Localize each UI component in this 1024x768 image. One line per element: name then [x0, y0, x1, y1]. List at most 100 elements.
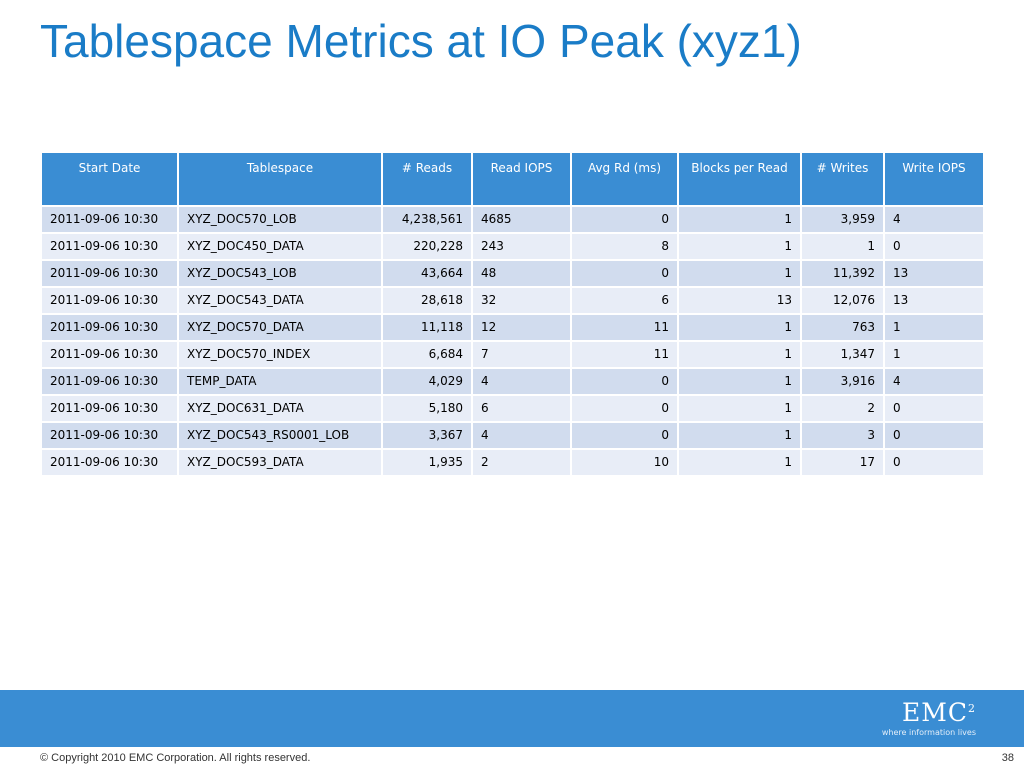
table-row: 2011-09-06 10:30 XYZ_DOC593_DATA 1,935 2 10 1… [40, 448, 985, 477]
cell-tablespace: XYZ_DOC570_DATA [177, 313, 383, 342]
col-header-blocks-per-read: Blocks per Read [677, 151, 802, 207]
cell-tablespace: XYZ_DOC570_LOB [177, 205, 383, 234]
cell-write-iops: 1 [883, 313, 985, 342]
cell-writes: 17 [800, 448, 885, 477]
table-row: 2011-09-06 10:30 XYZ_DOC570_INDEX 6,684 7 11… [40, 340, 985, 369]
metrics-table-container: Start Date Tablespace # Reads Read IOPS … [40, 151, 985, 477]
cell-read-iops: 4 [471, 367, 572, 396]
table-row: 2011-09-06 10:30 XYZ_DOC543_RS0001_LOB 3,3… [40, 421, 985, 450]
page-title: Tablespace Metrics at IO Peak (xyz1) [40, 15, 802, 67]
col-header-avg-rd: Avg Rd (ms) [570, 151, 679, 207]
cell-writes: 1 [800, 232, 885, 261]
cell-start-date: 2011-09-06 10:30 [40, 394, 179, 423]
cell-read-iops: 48 [471, 259, 572, 288]
cell-read-iops: 12 [471, 313, 572, 342]
col-header-write-iops: Write IOPS [883, 151, 985, 207]
cell-tablespace: XYZ_DOC450_DATA [177, 232, 383, 261]
cell-blocks-per-read: 1 [677, 340, 802, 369]
cell-start-date: 2011-09-06 10:30 [40, 259, 179, 288]
cell-reads: 4,029 [381, 367, 473, 396]
cell-start-date: 2011-09-06 10:30 [40, 421, 179, 450]
cell-read-iops: 243 [471, 232, 572, 261]
cell-write-iops: 13 [883, 259, 985, 288]
page-number: 38 [1001, 752, 1014, 764]
cell-tablespace: XYZ_DOC543_RS0001_LOB [177, 421, 383, 450]
cell-reads: 43,664 [381, 259, 473, 288]
cell-read-iops: 4 [471, 421, 572, 450]
table-row: 2011-09-06 10:30 XYZ_DOC570_DATA 11,118 12 1… [40, 313, 985, 342]
footer-band [0, 690, 1024, 747]
cell-avg-rd: 6 [570, 286, 679, 315]
logo-superscript: 2 [968, 702, 976, 715]
cell-write-iops: 4 [883, 205, 985, 234]
cell-blocks-per-read: 1 [677, 421, 802, 450]
cell-blocks-per-read: 1 [677, 367, 802, 396]
cell-blocks-per-read: 1 [677, 394, 802, 423]
col-header-writes: # Writes [800, 151, 885, 207]
cell-write-iops: 0 [883, 421, 985, 450]
cell-read-iops: 32 [471, 286, 572, 315]
cell-write-iops: 0 [883, 232, 985, 261]
cell-writes: 3,916 [800, 367, 885, 396]
table-header-row: Start Date Tablespace # Reads Read IOPS … [40, 151, 985, 207]
col-header-start-date: Start Date [40, 151, 179, 207]
cell-tablespace: XYZ_DOC570_INDEX [177, 340, 383, 369]
cell-start-date: 2011-09-06 10:30 [40, 286, 179, 315]
cell-reads: 28,618 [381, 286, 473, 315]
cell-blocks-per-read: 1 [677, 313, 802, 342]
cell-read-iops: 4685 [471, 205, 572, 234]
logo-tagline: where information lives [881, 728, 976, 737]
cell-avg-rd: 11 [570, 313, 679, 342]
cell-start-date: 2011-09-06 10:30 [40, 367, 179, 396]
cell-reads: 4,238,561 [381, 205, 473, 234]
cell-reads: 1,935 [381, 448, 473, 477]
cell-write-iops: 13 [883, 286, 985, 315]
cell-start-date: 2011-09-06 10:30 [40, 448, 179, 477]
table-row: 2011-09-06 10:30 XYZ_DOC450_DATA 220,228 24… [40, 232, 985, 261]
cell-tablespace: XYZ_DOC543_DATA [177, 286, 383, 315]
cell-avg-rd: 8 [570, 232, 679, 261]
cell-writes: 763 [800, 313, 885, 342]
col-header-tablespace: Tablespace [177, 151, 383, 207]
cell-tablespace: XYZ_DOC543_LOB [177, 259, 383, 288]
cell-writes: 3 [800, 421, 885, 450]
cell-write-iops: 0 [883, 394, 985, 423]
cell-writes: 2 [800, 394, 885, 423]
cell-writes: 3,959 [800, 205, 885, 234]
cell-reads: 11,118 [381, 313, 473, 342]
cell-writes: 11,392 [800, 259, 885, 288]
cell-tablespace: TEMP_DATA [177, 367, 383, 396]
cell-avg-rd: 0 [570, 259, 679, 288]
cell-read-iops: 7 [471, 340, 572, 369]
cell-blocks-per-read: 13 [677, 286, 802, 315]
cell-read-iops: 2 [471, 448, 572, 477]
cell-write-iops: 1 [883, 340, 985, 369]
cell-blocks-per-read: 1 [677, 259, 802, 288]
table-row: 2011-09-06 10:30 XYZ_DOC631_DATA 5,180 6 0 1 2… [40, 394, 985, 423]
cell-tablespace: XYZ_DOC593_DATA [177, 448, 383, 477]
cell-writes: 1,347 [800, 340, 885, 369]
copyright-notice: © Copyright 2010 EMC Corporation. All ri… [40, 752, 311, 764]
cell-reads: 5,180 [381, 394, 473, 423]
table-row: 2011-09-06 10:30 XYZ_DOC543_LOB 43,664 48 0 1… [40, 259, 985, 288]
table-row: 2011-09-06 10:30 XYZ_DOC543_DATA 28,618 32 6… [40, 286, 985, 315]
cell-reads: 3,367 [381, 421, 473, 450]
cell-avg-rd: 0 [570, 394, 679, 423]
table-row: 2011-09-06 10:30 TEMP_DATA 4,029 4 0 1 3,916 4 [40, 367, 985, 396]
cell-write-iops: 4 [883, 367, 985, 396]
cell-blocks-per-read: 1 [677, 448, 802, 477]
cell-blocks-per-read: 1 [677, 232, 802, 261]
cell-read-iops: 6 [471, 394, 572, 423]
col-header-reads: # Reads [381, 151, 473, 207]
cell-avg-rd: 0 [570, 421, 679, 450]
cell-avg-rd: 0 [570, 367, 679, 396]
cell-write-iops: 0 [883, 448, 985, 477]
cell-start-date: 2011-09-06 10:30 [40, 313, 179, 342]
cell-avg-rd: 10 [570, 448, 679, 477]
logo-text: EMC [902, 698, 968, 727]
cell-tablespace: XYZ_DOC631_DATA [177, 394, 383, 423]
cell-reads: 220,228 [381, 232, 473, 261]
table-row: 2011-09-06 10:30 XYZ_DOC570_LOB 4,238,561 4… [40, 205, 985, 234]
cell-start-date: 2011-09-06 10:30 [40, 205, 179, 234]
cell-start-date: 2011-09-06 10:30 [40, 340, 179, 369]
